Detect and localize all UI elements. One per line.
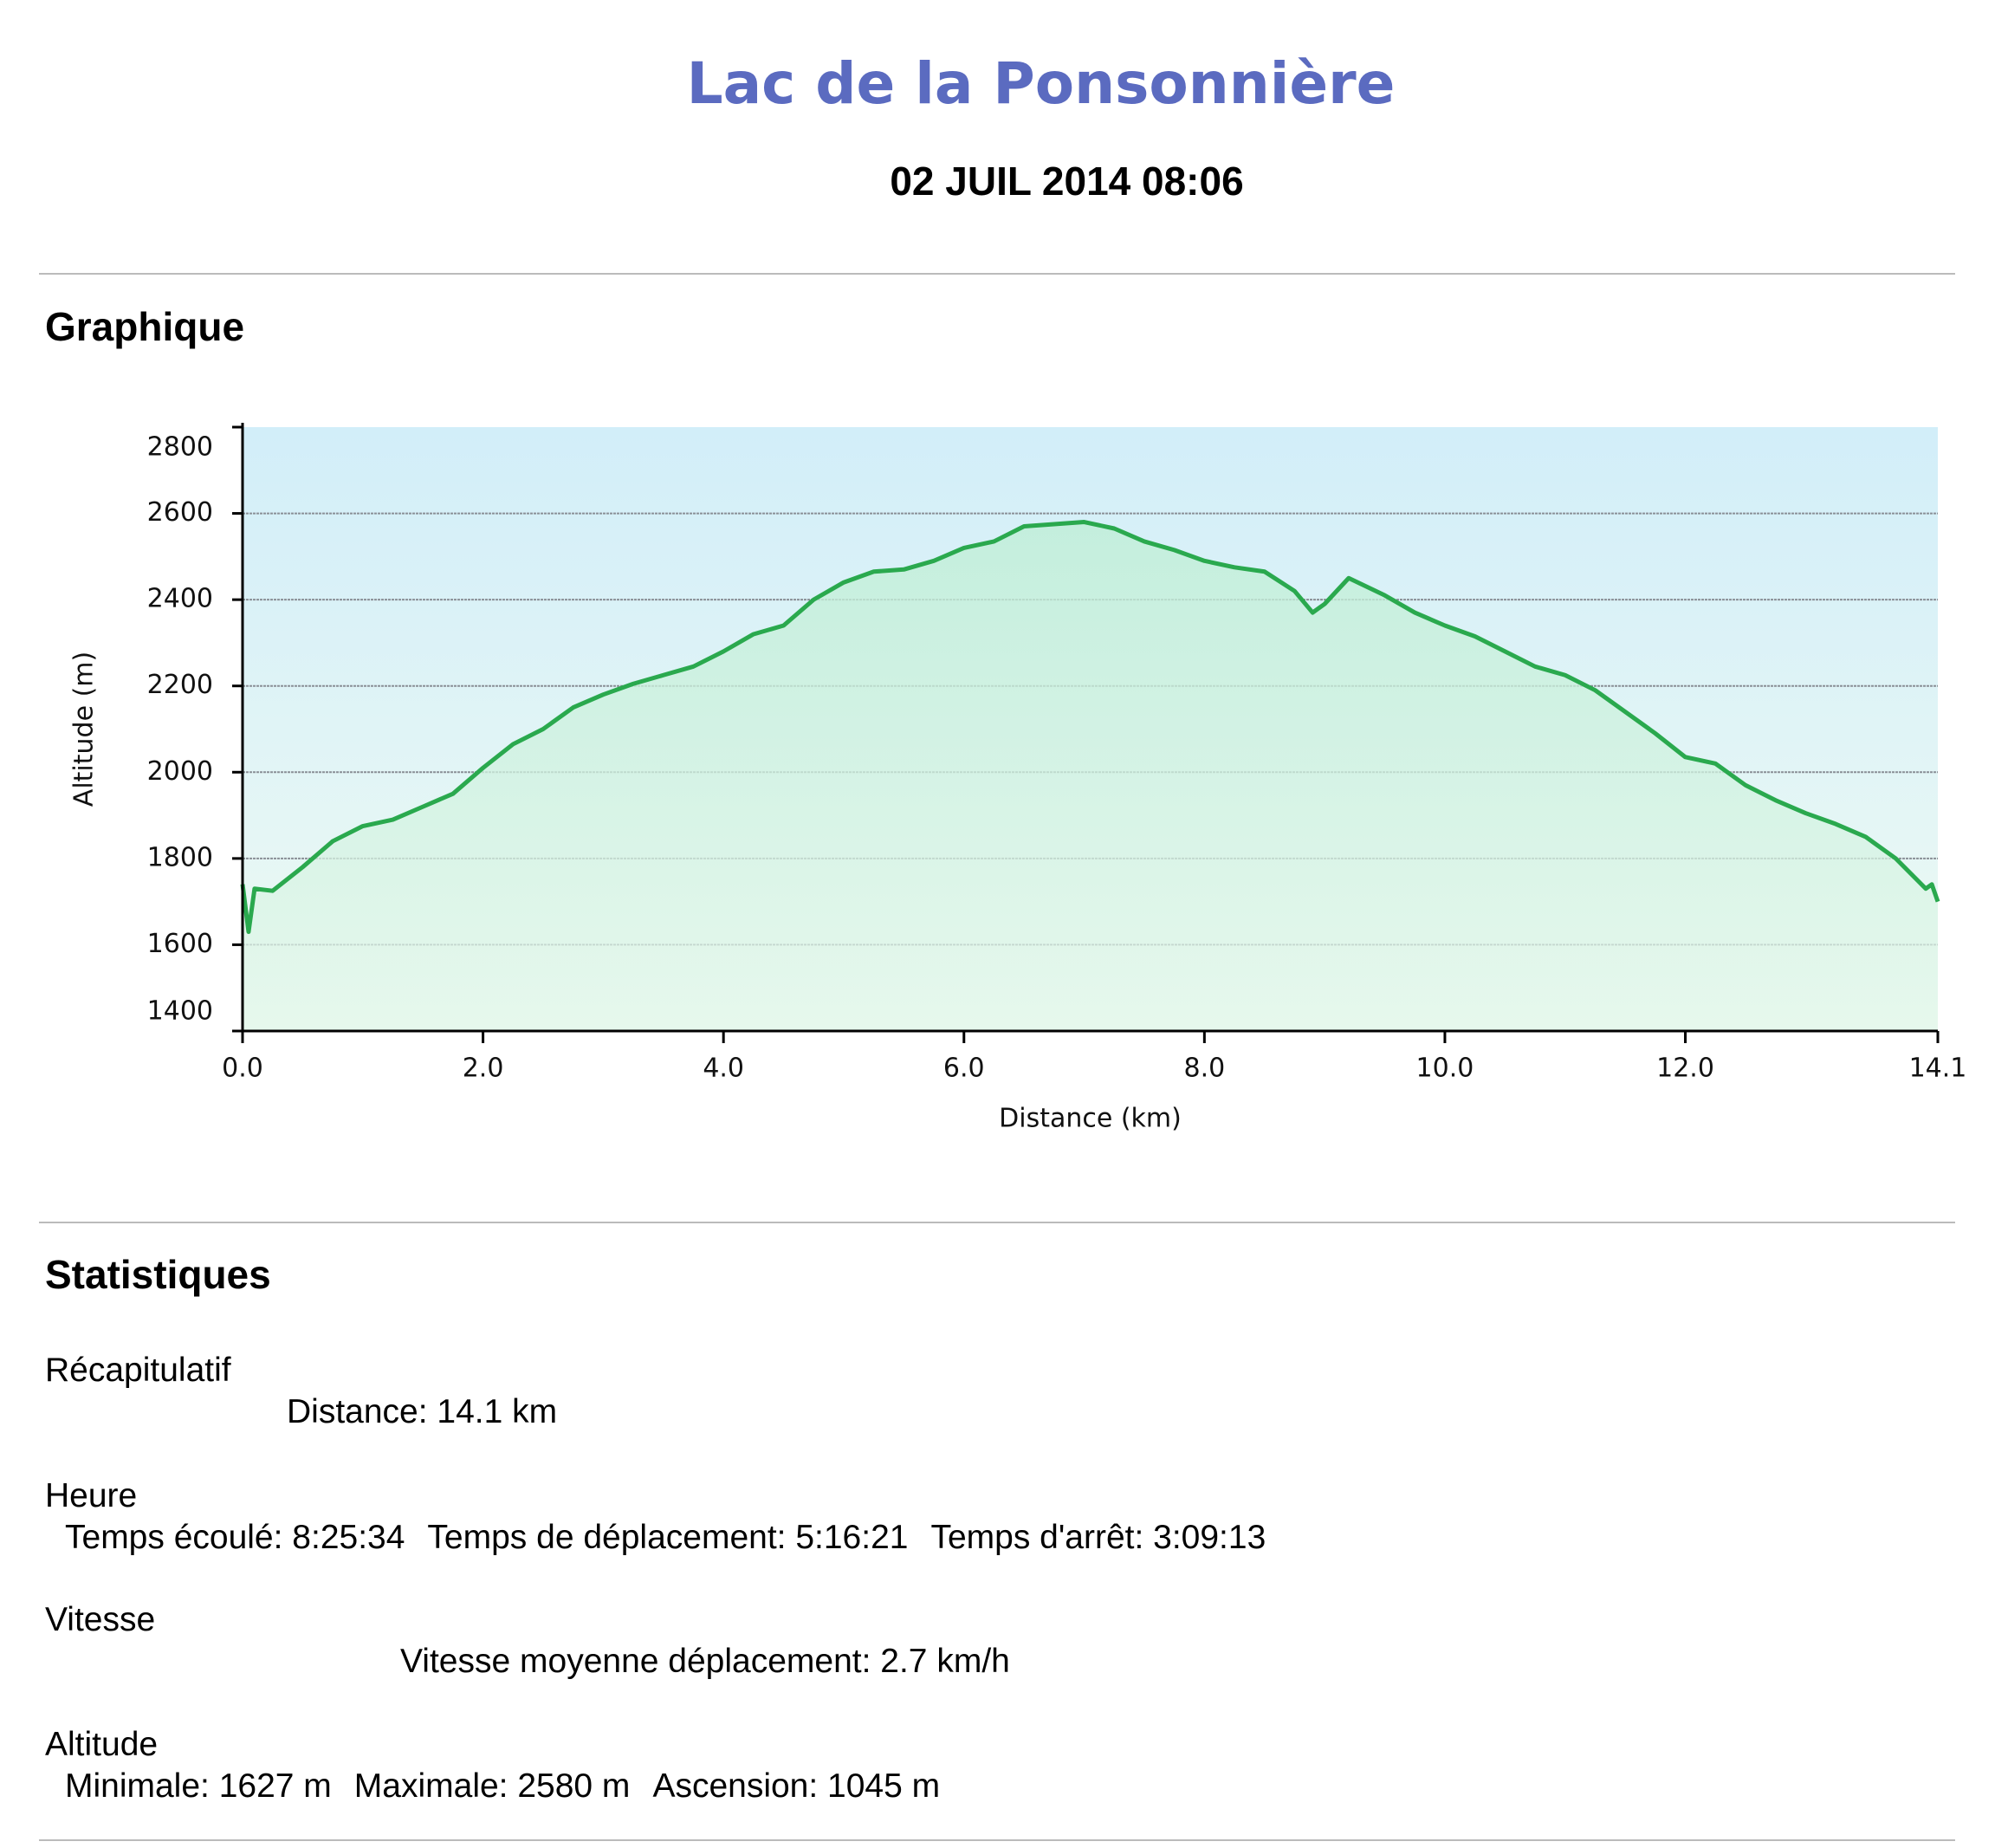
group-title: Heure — [45, 1477, 138, 1514]
y-tick-label: 2600 — [147, 497, 213, 528]
line — [240, 520, 1940, 934]
y-tick-label: 2000 — [147, 756, 213, 787]
stat-item: Vitesse moyenne déplacement: 2.7 km/h — [400, 1643, 1010, 1680]
stat-item: Temps de déplacement: 5:16:21 — [427, 1519, 909, 1556]
date: 02 JUIL 2014 08:06 — [890, 159, 1244, 204]
x-tick-label: 8.0 — [1183, 1054, 1225, 1084]
group-items: Distance: 14.1 km — [287, 1393, 557, 1431]
y-tick-label: 2400 — [147, 584, 213, 614]
title: Lac de la Ponsonnière — [686, 50, 1396, 117]
x-tick-label: 6.0 — [943, 1054, 985, 1084]
x-tick-label: 14.1 — [1909, 1054, 1967, 1084]
divider — [39, 1222, 1955, 1223]
x-axis-label: Distance (km) — [999, 1104, 1182, 1134]
y-tick-label: 1400 — [147, 996, 213, 1027]
group-items: Minimale: 1627 m Maximale: 2580 m Ascensio… — [65, 1767, 940, 1806]
group-title: Récapitulatif — [45, 1352, 231, 1389]
y-axis-label: Altitude (m) — [69, 652, 100, 807]
area — [243, 522, 1938, 1031]
y-tick-label: 2800 — [147, 432, 213, 463]
stat-item: Maximale: 2580 m — [353, 1767, 631, 1805]
x-tick-label: 4.0 — [703, 1054, 744, 1084]
divider — [39, 1839, 1955, 1841]
group-items: Temps écoulé: 8:25:34 Temps de déplacemen… — [65, 1519, 1266, 1557]
chart: 1400 1600 1800 2000 2200 2400 2600 2800 0.0 2.0 4.… — [69, 423, 1967, 1134]
x-tick-label: 10.0 — [1416, 1054, 1474, 1084]
y-tick-label: 1600 — [147, 929, 213, 959]
x-tick-label: 12.0 — [1656, 1054, 1714, 1084]
divider — [39, 273, 1955, 275]
stat-item: Temps écoulé: 8:25:34 — [65, 1519, 405, 1556]
x-tick-label: 0.0 — [222, 1054, 263, 1084]
stat-item: Ascension: 1045 m — [652, 1767, 941, 1805]
stat-item: Temps d'arrêt: 3:09:13 — [930, 1519, 1266, 1556]
y-tick-label: 1800 — [147, 842, 213, 872]
stat-item: Minimale: 1627 m — [65, 1767, 332, 1805]
group-title: Vitesse — [45, 1601, 156, 1638]
y-tick-label: 2200 — [147, 670, 213, 700]
stat-item: Distance: 14.1 km — [287, 1393, 558, 1430]
group-items: Vitesse moyenne déplacement: 2.7 km/h — [400, 1643, 1010, 1681]
section-heading: Statistiques — [45, 1252, 271, 1297]
x-tick-label: 2.0 — [463, 1054, 504, 1084]
group-title: Altitude — [45, 1726, 159, 1763]
section-heading: Graphique — [45, 304, 245, 349]
